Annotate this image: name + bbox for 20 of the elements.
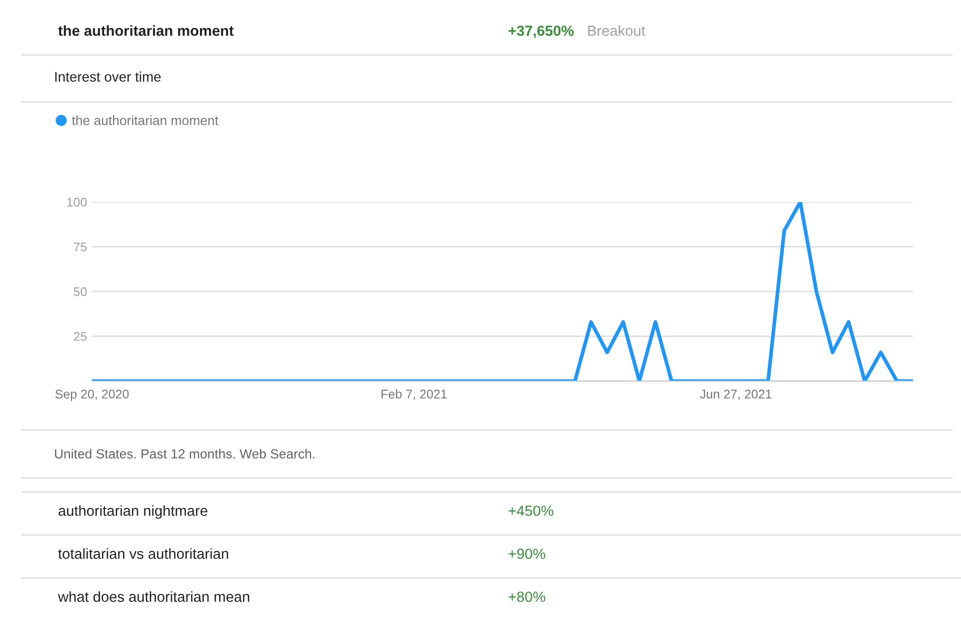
x-tick-label: Feb 7, 2021 [382,389,447,400]
text: +37,650% [508,26,574,38]
text: totalitarian vs authoritarian [58,548,228,559]
y-tick-label: 100 [67,198,87,207]
text: +80% [508,592,546,602]
text: Breakout [588,25,646,36]
y-tick-label: 25 [74,332,87,341]
line-series [92,202,913,381]
text: what does authoritarian mean [58,591,250,602]
text: United States. Past 12 months. Web Search. [55,448,314,459]
x-tick-label: Jun 27, 2021 [700,390,772,400]
text: +450% [508,506,554,516]
y-tick-label: 50 [74,287,87,296]
text: authoritarian nightmare [58,505,208,519]
legend-label: the authoritarian moment [72,115,218,126]
chart-title: Interest over time [55,72,161,82]
y-tick-label: 75 [74,242,87,252]
x-tick-label: Sep 20, 2020 [55,390,129,401]
text: the authoritarian moment [58,25,234,36]
text: +90% [508,548,546,559]
